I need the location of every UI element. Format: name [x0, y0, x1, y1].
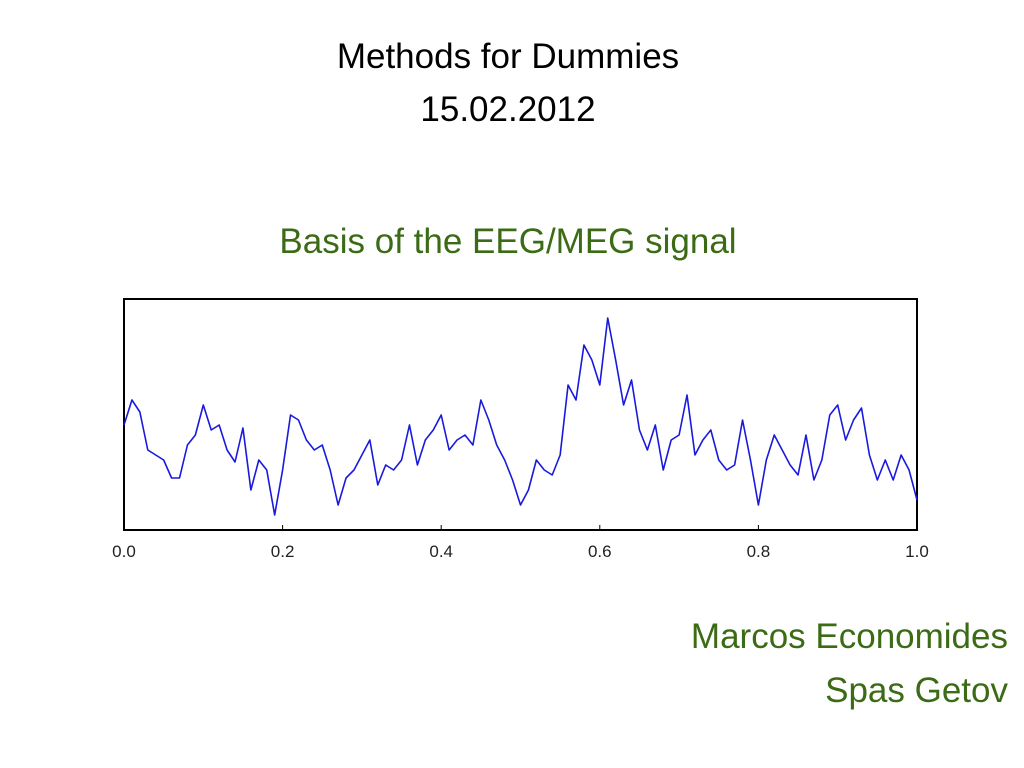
x-tick-label: 0.4: [429, 542, 453, 561]
author: Spas Getov: [825, 671, 1008, 710]
date: 15.02.2012: [420, 90, 595, 129]
title: Methods for Dummies: [337, 37, 679, 76]
x-tick-label: 0.2: [271, 542, 295, 561]
author: Marcos Economides: [691, 617, 1008, 656]
x-tick-label: 0.8: [747, 542, 771, 561]
x-tick-label: 0.0: [112, 542, 136, 561]
x-tick-label: 1.0: [905, 542, 929, 561]
plot-frame: [123, 298, 918, 531]
x-tick-label: 0.6: [588, 542, 612, 561]
subtitle: Basis of the EEG/MEG signal: [279, 222, 736, 261]
signal-line: [123, 317, 918, 516]
